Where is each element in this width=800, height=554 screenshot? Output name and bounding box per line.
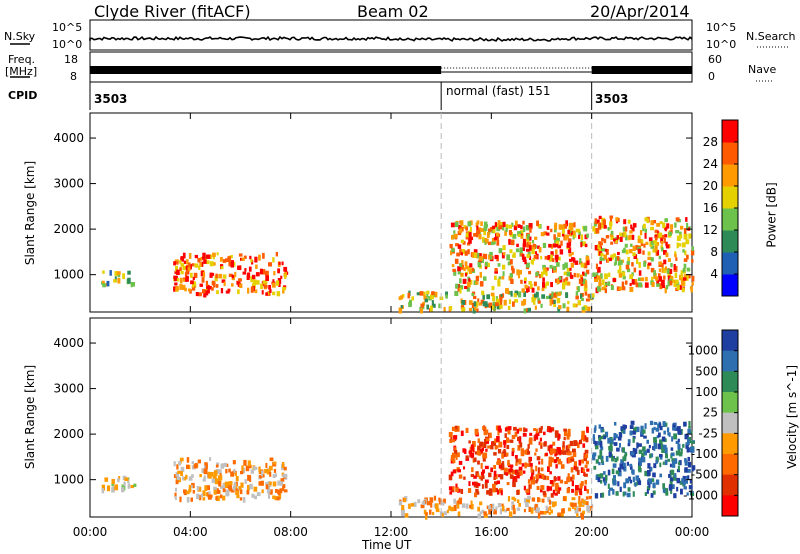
nsearch-tick-high: 10^5 [706,21,737,34]
velocity-ytick-label-0: 1000 [53,473,84,487]
freq-label-1: Freq. [8,53,36,66]
power-colorbar-cell-1 [722,252,738,275]
cpid-segment-3: 3503 [595,92,629,106]
power-ytick-label-2: 3000 [53,177,84,191]
xtick-label-4: 16:00 [474,525,509,539]
velocity-colorbar-cell-3 [722,392,738,414]
nsky-label: N.Sky [4,30,36,43]
freq-tick-high: 18 [64,53,78,66]
nsky-trace [89,35,693,42]
xtick-label-1: 04:00 [173,525,208,539]
nave-tick-low: 0 [708,70,715,83]
power-echo-afternoon-cluster [449,220,590,294]
power-ytick-label-3: 4000 [53,131,84,145]
power-ytick-label-1: 2000 [53,222,84,236]
cpid-label: CPID [8,89,38,102]
nsky-tick-high: 10^5 [52,21,83,34]
freq-band-segment-2 [591,66,692,74]
velocity-colorbar-cell-1 [722,350,738,372]
freq-label-2: [MHz] [5,65,38,78]
power-colorbar-cell-2 [722,230,738,253]
velocity-ytick-label-2: 3000 [53,382,84,396]
power-colorbar-cell-6 [722,142,738,165]
freq-band-segment-1 [90,66,442,74]
nsky-panel-frame [89,19,693,51]
velocity-colorbar-frame [721,329,739,517]
power-colorbar-cell-3 [722,208,738,231]
beam-title: Beam 02 [357,2,429,21]
xtick-label-3: 12:00 [374,525,409,539]
x-axis-title: Time UT [362,538,412,552]
velocity-frame [89,317,693,518]
velocity-colorbar-tick-label-1: 500 [695,364,718,378]
xtick-label-5: 20:00 [574,525,609,539]
power-colorbar-cell-4 [722,186,738,209]
velocity-colorbar-cell-8 [722,495,738,517]
power-colorbar-cell-0 [722,274,738,297]
power-echo-early-scatter [101,270,135,288]
velocity-colorbar-cell-2 [722,371,738,393]
power-ytick-label-0: 1000 [53,268,84,282]
velocity-echo-afternoon-cluster [448,425,590,498]
nave-tick-high: 60 [708,53,722,66]
velocity-colorbar-cell-6 [722,454,738,476]
velocity-colorbar-tick-label-0: 1000 [687,344,718,358]
velocity-colorbar-tick-label-7: -1000 [683,488,718,502]
velocity-colorbar-cell-4 [722,412,738,434]
power-colorbar-tick-label-1: 8 [710,245,718,259]
power-colorbar-tick-label-5: 24 [703,157,718,171]
velocity-echo-near-range-layer [398,495,594,520]
power-echo-evening-arc [592,215,695,294]
velocity-colorbar-tick-label-5: -100 [691,447,718,461]
cpid-segment-1: 3503 [94,92,128,106]
nsky-tick-low: 10^0 [52,38,83,51]
velocity-echo-early-scatter [101,475,137,494]
power-colorbar-cell-7 [722,120,738,143]
power-colorbar-cell-5 [722,164,738,187]
velocity-ytick-label-1: 2000 [53,427,84,441]
xtick-label-6: 00:00 [675,525,710,539]
station-title: Clyde River (fitACF) [94,2,251,21]
xtick-label-0: 00:00 [73,525,108,539]
xtick-label-2: 08:00 [273,525,308,539]
velocity-colorbar-cell-0 [722,330,738,352]
velocity-echo-morning-cluster [173,457,288,503]
nsearch-label: N.Search [746,30,796,43]
velocity-colorbar-tick-label-4: -25 [698,426,718,440]
date-title: 20/Apr/2014 [590,2,690,21]
nsearch-tick-low: 10^0 [706,38,737,51]
power-colorbar-tick-label-3: 16 [703,201,718,215]
velocity-colorbar-tick-label-3: 25 [703,406,718,420]
power-colorbar-tick-label-0: 4 [710,267,718,281]
nave-label: Nave [748,63,777,76]
velocity-colorbar-cell-5 [722,433,738,455]
power-colorbar-tick-label-4: 20 [703,179,718,193]
cpid-segment-2: normal (fast) 151 [446,84,551,98]
freq-tick-low: 8 [70,70,77,83]
velocity-echo-evening-arc [591,420,696,499]
velocity-ytick-label-3: 4000 [53,336,84,350]
power-echo-morning-cluster [173,251,289,298]
power-colorbar-tick-label-6: 28 [703,135,718,149]
velocity-colorbar-cell-7 [722,474,738,496]
velocity-colorbar-tick-label-2: 100 [695,385,718,399]
velocity-colorbar-tick-label-6: -500 [691,468,718,482]
power-colorbar-tick-label-2: 12 [703,223,718,237]
